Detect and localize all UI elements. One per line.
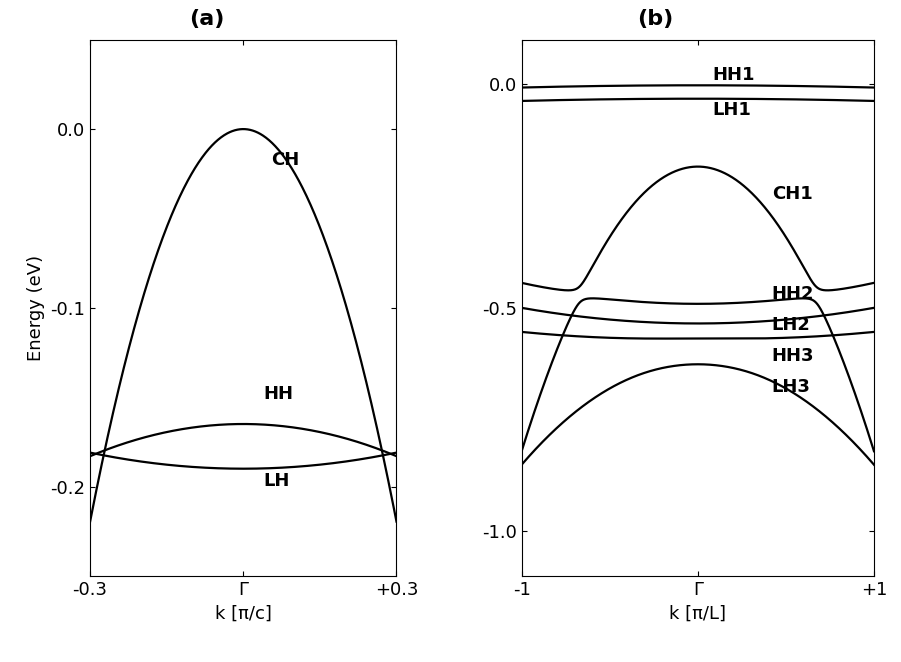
Text: LH2: LH2 [772, 316, 811, 334]
Text: HH3: HH3 [772, 347, 815, 365]
Text: HH2: HH2 [772, 285, 815, 303]
Y-axis label: Energy (eV): Energy (eV) [27, 255, 45, 361]
X-axis label: k [π/c]: k [π/c] [214, 604, 272, 622]
Text: (a): (a) [189, 9, 224, 29]
Text: LH3: LH3 [772, 379, 811, 397]
Text: CH1: CH1 [772, 185, 813, 203]
Text: LH: LH [264, 472, 290, 490]
X-axis label: k [π/L]: k [π/L] [669, 604, 726, 622]
Text: LH1: LH1 [712, 101, 751, 119]
Text: CH: CH [271, 150, 300, 169]
Text: HH1: HH1 [712, 66, 754, 83]
Text: (b): (b) [637, 9, 674, 29]
Text: HH: HH [264, 385, 294, 402]
